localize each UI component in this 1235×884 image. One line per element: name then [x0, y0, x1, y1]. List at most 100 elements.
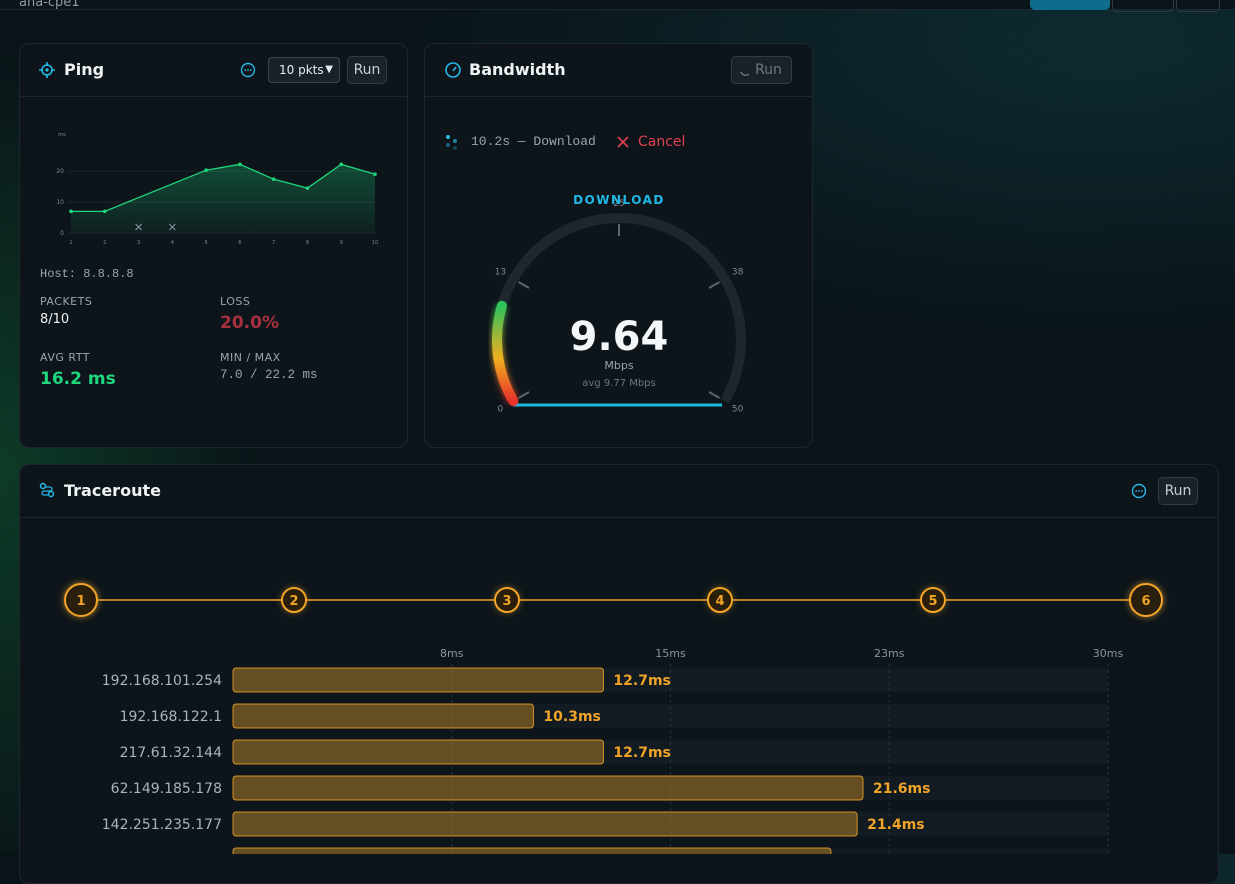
gauge-value	[492, 300, 519, 406]
point	[69, 209, 73, 214]
stat-value: 8/10	[40, 312, 70, 327]
gauge-value-text: 9.64	[570, 314, 669, 360]
area	[71, 164, 375, 233]
point	[238, 162, 242, 167]
hop-label: 1	[76, 594, 85, 609]
hop-node	[494, 587, 520, 613]
value-label: 21.4ms	[867, 817, 924, 833]
gauge-tick-label: 13	[495, 268, 506, 278]
point	[271, 177, 276, 181]
x-tick-label: 15ms	[655, 647, 686, 660]
hop-node	[281, 587, 307, 613]
lost-marker	[135, 223, 142, 231]
x-tick-label: 9	[340, 240, 343, 246]
chat-icon[interactable]	[1131, 483, 1147, 499]
hop-label: 5	[928, 594, 937, 609]
x-tick-label: 5	[205, 240, 208, 246]
stat-label: AVG RTT	[40, 351, 90, 364]
top-button[interactable]	[1030, 0, 1110, 10]
run-button-disabled[interactable]: Run	[731, 56, 792, 84]
x-tick-label: 6	[238, 240, 241, 246]
category-label: 142.251.235.177	[102, 817, 222, 833]
value-label: 12.7ms	[613, 673, 670, 689]
select-text: 10 pkts	[279, 63, 324, 77]
bandwidth-title: Bandwidth	[469, 60, 566, 79]
top-button[interactable]	[1176, 0, 1220, 12]
point	[373, 172, 377, 177]
device-name: ana-cpe1	[19, 0, 80, 10]
gauge-tick-label: 50	[732, 405, 744, 415]
divider	[425, 96, 812, 97]
bandwidth-card	[424, 43, 813, 448]
bandwidth-icon	[445, 62, 461, 78]
gauge-tick-label: 0	[497, 405, 503, 415]
gauge-tick	[708, 281, 720, 289]
value-label: 21.6ms	[873, 781, 930, 797]
y-tick-label: 10	[56, 199, 64, 206]
cancel-button[interactable]: Cancel	[638, 134, 686, 150]
bar	[232, 703, 534, 729]
stat-label: MIN / MAX	[220, 351, 281, 364]
gauge-tick-label: 25	[613, 199, 624, 209]
value-label: 10.3ms	[543, 709, 600, 725]
stat-label: PACKETS	[40, 295, 93, 308]
divider	[20, 517, 1218, 518]
x-tick-label: 7	[272, 240, 275, 246]
gauge-tick-label: 38	[732, 268, 744, 278]
divider	[20, 96, 407, 97]
x-tick-label: 23ms	[874, 647, 905, 660]
category-label: 192.168.122.1	[120, 709, 222, 725]
lost-marker	[168, 223, 176, 231]
spinner-dots	[446, 135, 457, 150]
x-tick-label: 8ms	[440, 647, 464, 660]
x-tick-label: 3	[137, 240, 140, 246]
hop-label: 6	[1141, 594, 1150, 609]
y-axis-label: ms	[58, 132, 66, 138]
x-tick-label: 4	[171, 240, 174, 246]
traceroute-title: Traceroute	[64, 481, 161, 500]
gauge-track	[492, 213, 746, 404]
hop-node	[1129, 583, 1163, 617]
stat-value: 16.2 ms	[40, 369, 116, 389]
bar	[232, 775, 864, 801]
bar	[232, 811, 858, 837]
stat-label: LOSS	[220, 295, 251, 308]
top-button[interactable]	[1112, 0, 1174, 12]
category-label: 217.61.32.144	[120, 745, 223, 761]
gauge-unit: Mbps	[604, 359, 633, 372]
category-label: 62.149.185.178	[111, 781, 222, 797]
ping-icon	[39, 62, 55, 78]
gauge-tick	[708, 391, 720, 399]
ping-card	[19, 43, 408, 448]
x-tick-label: 2	[103, 240, 106, 246]
packets-select[interactable]: 10 pkts ▼	[268, 57, 340, 83]
y-tick-label: 20	[56, 168, 64, 175]
bandwidth-status: 10.2s — Download	[471, 134, 596, 149]
point	[339, 162, 344, 167]
cancel-icon[interactable]	[616, 135, 630, 149]
stat-value: 20.0%	[220, 313, 279, 333]
x-tick-label: 10	[372, 240, 378, 246]
hop-node	[707, 587, 733, 613]
run-button[interactable]: Run	[1158, 477, 1198, 505]
spinner	[740, 71, 750, 76]
point	[102, 209, 107, 214]
ping-title: Ping	[64, 60, 105, 79]
run-button[interactable]: Run	[347, 56, 387, 84]
gauge-tick	[518, 281, 530, 289]
hop-node	[920, 587, 946, 613]
hop-label: 2	[289, 594, 298, 609]
top-bar	[0, 0, 1235, 10]
x-tick-label: 1	[69, 240, 72, 246]
x-tick-label: 30ms	[1093, 647, 1124, 660]
line	[71, 163, 376, 212]
hop-node	[64, 583, 98, 617]
bar	[232, 847, 832, 854]
bar	[232, 739, 604, 765]
hop-label: 3	[502, 594, 511, 609]
chat-icon[interactable]	[240, 62, 256, 78]
host: Host: 8.8.8.8	[40, 267, 134, 281]
select-caret: ▼	[325, 64, 333, 75]
